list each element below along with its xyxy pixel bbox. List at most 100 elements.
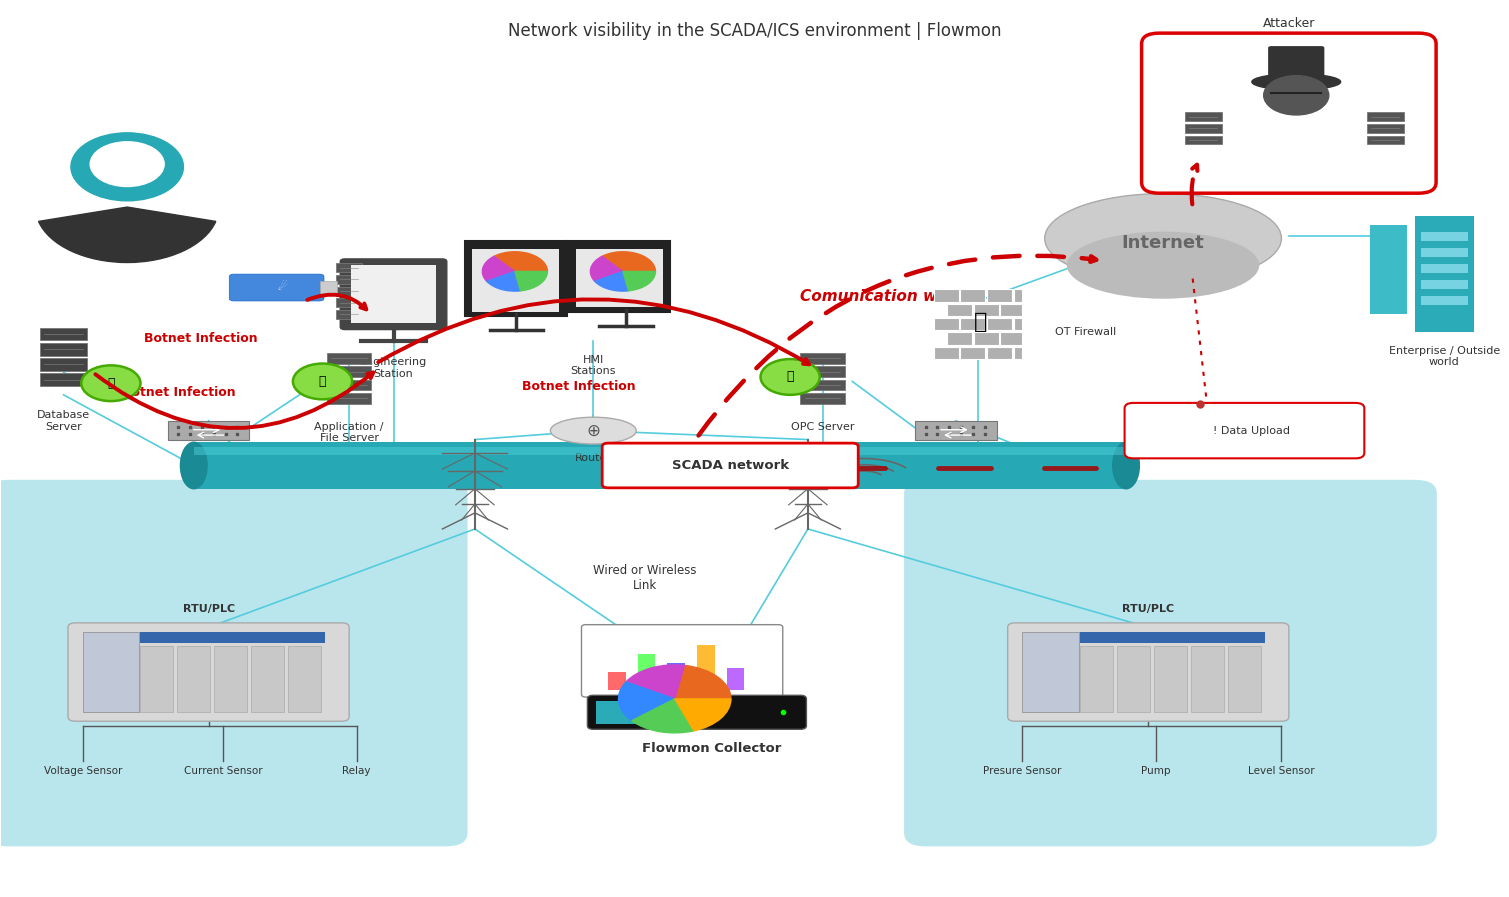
- Text: HMI
Stations: HMI Stations: [570, 354, 616, 376]
- Text: Enterprise / Outside
world: Enterprise / Outside world: [1388, 345, 1500, 367]
- Ellipse shape: [1112, 442, 1139, 489]
- FancyBboxPatch shape: [327, 393, 371, 404]
- FancyBboxPatch shape: [1014, 346, 1023, 359]
- FancyBboxPatch shape: [350, 266, 436, 323]
- Text: 🐞: 🐞: [786, 370, 794, 383]
- FancyBboxPatch shape: [327, 379, 371, 390]
- FancyBboxPatch shape: [1023, 631, 1079, 712]
- Text: Pump: Pump: [1141, 766, 1171, 776]
- FancyBboxPatch shape: [193, 447, 1126, 456]
- Circle shape: [293, 363, 352, 399]
- Text: Engineering
Station: Engineering Station: [361, 357, 427, 379]
- Text: OPC Server: OPC Server: [791, 422, 854, 431]
- FancyBboxPatch shape: [0, 480, 468, 847]
- FancyBboxPatch shape: [214, 646, 247, 712]
- Wedge shape: [595, 272, 629, 292]
- FancyBboxPatch shape: [337, 299, 362, 307]
- Text: Current Sensor: Current Sensor: [184, 766, 263, 776]
- FancyBboxPatch shape: [575, 249, 662, 307]
- FancyBboxPatch shape: [960, 318, 985, 330]
- FancyBboxPatch shape: [1228, 646, 1260, 712]
- FancyBboxPatch shape: [465, 241, 567, 316]
- Circle shape: [1263, 75, 1329, 115]
- Text: Presure Sensor: Presure Sensor: [984, 766, 1062, 776]
- Text: 🔥: 🔥: [975, 312, 988, 332]
- FancyBboxPatch shape: [638, 654, 655, 690]
- Text: RTU/PLC: RTU/PLC: [1123, 604, 1174, 614]
- FancyBboxPatch shape: [337, 287, 362, 296]
- Text: Wired or Wireless
Link: Wired or Wireless Link: [593, 564, 697, 592]
- Wedge shape: [626, 665, 685, 699]
- FancyBboxPatch shape: [1414, 216, 1474, 332]
- Text: Network visibility in the SCADA/ICS environment | Flowmon: Network visibility in the SCADA/ICS envi…: [507, 22, 1002, 40]
- FancyBboxPatch shape: [288, 646, 321, 712]
- FancyBboxPatch shape: [800, 393, 845, 404]
- FancyBboxPatch shape: [587, 695, 806, 729]
- FancyBboxPatch shape: [83, 631, 139, 712]
- FancyBboxPatch shape: [1154, 646, 1186, 712]
- Text: Level Sensor: Level Sensor: [1248, 766, 1314, 776]
- FancyBboxPatch shape: [1124, 403, 1364, 458]
- Text: Relay: Relay: [343, 766, 371, 776]
- FancyBboxPatch shape: [39, 327, 88, 340]
- FancyBboxPatch shape: [934, 346, 958, 359]
- FancyBboxPatch shape: [608, 672, 626, 690]
- Ellipse shape: [1067, 231, 1259, 299]
- Text: RTU/PLC: RTU/PLC: [183, 604, 234, 614]
- FancyBboxPatch shape: [1014, 290, 1023, 302]
- Ellipse shape: [551, 417, 637, 444]
- Wedge shape: [675, 699, 730, 731]
- Text: Application /
File Server: Application / File Server: [314, 422, 383, 443]
- FancyBboxPatch shape: [337, 264, 362, 273]
- FancyBboxPatch shape: [178, 646, 210, 712]
- FancyBboxPatch shape: [1000, 332, 1023, 344]
- FancyBboxPatch shape: [1000, 304, 1023, 316]
- FancyBboxPatch shape: [987, 346, 1013, 359]
- FancyBboxPatch shape: [973, 332, 999, 344]
- Circle shape: [761, 359, 819, 395]
- FancyBboxPatch shape: [973, 304, 999, 316]
- Text: ⊕: ⊕: [587, 422, 601, 440]
- Text: Router: Router: [575, 453, 611, 463]
- FancyBboxPatch shape: [569, 241, 670, 311]
- FancyBboxPatch shape: [934, 318, 958, 330]
- FancyBboxPatch shape: [337, 275, 362, 284]
- FancyBboxPatch shape: [1080, 646, 1112, 712]
- FancyBboxPatch shape: [904, 480, 1437, 847]
- Wedge shape: [590, 257, 623, 282]
- Text: 🐞: 🐞: [318, 375, 326, 388]
- FancyBboxPatch shape: [697, 645, 715, 690]
- FancyBboxPatch shape: [1420, 265, 1468, 274]
- FancyBboxPatch shape: [140, 631, 326, 643]
- Wedge shape: [632, 699, 694, 733]
- FancyBboxPatch shape: [252, 646, 284, 712]
- FancyBboxPatch shape: [1420, 297, 1468, 305]
- Text: SCADA network: SCADA network: [673, 459, 789, 472]
- FancyBboxPatch shape: [800, 366, 845, 377]
- FancyBboxPatch shape: [914, 421, 996, 440]
- FancyBboxPatch shape: [1268, 46, 1325, 83]
- Text: Database
Server: Database Server: [38, 410, 91, 431]
- FancyBboxPatch shape: [581, 624, 783, 697]
- Wedge shape: [493, 252, 548, 272]
- Text: Botnet Infection: Botnet Infection: [122, 387, 235, 399]
- FancyBboxPatch shape: [934, 290, 958, 302]
- Text: Comunication with...: Comunication with...: [800, 289, 978, 304]
- Text: Attacker: Attacker: [1263, 17, 1314, 30]
- FancyBboxPatch shape: [39, 343, 88, 355]
- FancyBboxPatch shape: [800, 379, 845, 390]
- Ellipse shape: [1252, 74, 1340, 90]
- Circle shape: [91, 142, 164, 187]
- FancyBboxPatch shape: [340, 259, 447, 329]
- FancyBboxPatch shape: [960, 346, 985, 359]
- Wedge shape: [675, 666, 730, 699]
- Text: Botnet Infection: Botnet Infection: [522, 380, 635, 393]
- FancyBboxPatch shape: [987, 290, 1013, 302]
- FancyBboxPatch shape: [1367, 124, 1403, 133]
- Ellipse shape: [1044, 194, 1281, 283]
- FancyBboxPatch shape: [1080, 631, 1265, 643]
- Wedge shape: [602, 252, 655, 272]
- FancyBboxPatch shape: [327, 366, 371, 377]
- Wedge shape: [619, 682, 675, 720]
- FancyBboxPatch shape: [1420, 281, 1468, 290]
